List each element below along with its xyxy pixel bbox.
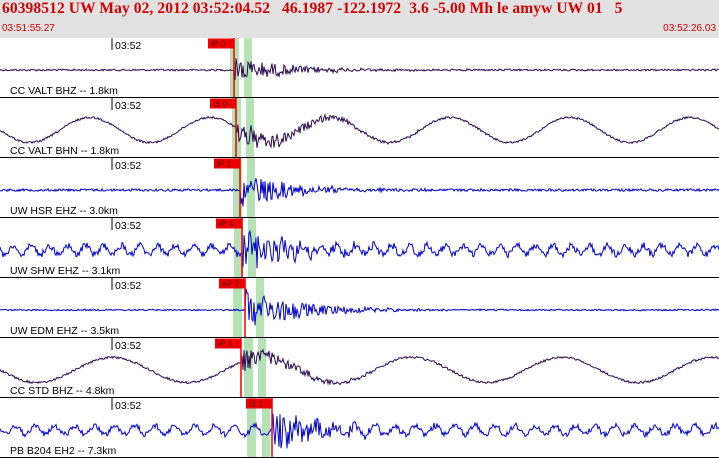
seismogram-plot[interactable]: 03:52 iP 0 CC VALT BHZ -- 1.8km 03:52 iS 0 CC… xyxy=(0,38,719,458)
station-label: PB B204 EH2 -- 7.3km xyxy=(10,445,116,457)
phase-pick-label: iP 1 xyxy=(217,159,232,169)
phase-pick-label: eP 2 xyxy=(222,279,240,289)
seismogram-trace[interactable] xyxy=(0,178,719,207)
time-tick-label: 03:52 xyxy=(115,340,141,352)
time-tick-label: 03:52 xyxy=(115,160,141,172)
window-end-time: 03:52:26.03 xyxy=(663,23,716,34)
time-tick-label: 03:52 xyxy=(115,280,141,292)
phase-pick-label: iS 0 xyxy=(213,99,228,109)
station-label: CC VALT BHN -- 1.8km xyxy=(10,145,119,157)
p-window-band xyxy=(247,398,256,458)
seismogram-trace[interactable] xyxy=(0,288,719,326)
seismogram-trace[interactable] xyxy=(0,112,719,149)
event-title: 60398512 UW May 02, 2012 03:52:04.52 46.… xyxy=(2,0,623,17)
s-window-band xyxy=(258,338,266,398)
seismogram-trace[interactable] xyxy=(0,58,719,80)
station-label: CC VALT BHZ -- 1.8km xyxy=(10,85,118,97)
phase-pick-box[interactable] xyxy=(215,338,241,349)
phase-pick-box[interactable] xyxy=(208,38,234,49)
phase-pick-box[interactable] xyxy=(214,158,240,169)
seismogram-trace[interactable] xyxy=(0,229,719,269)
station-label: CC STD BHZ -- 4.8km xyxy=(10,385,115,397)
station-label: UW HSR EHZ -- 3.0km xyxy=(10,205,118,217)
phase-pick-label: iS 1 xyxy=(249,399,264,409)
time-tick-label: 03:52 xyxy=(115,40,141,52)
p-window-band xyxy=(233,158,242,218)
station-label: UW EDM EHZ -- 3.5km xyxy=(10,325,119,337)
phase-pick-label: iP 0 xyxy=(211,39,226,49)
s-window-band xyxy=(246,98,254,158)
phase-pick-box[interactable] xyxy=(246,398,272,409)
station-label: UW SHW EHZ -- 3.1km xyxy=(10,265,120,277)
event-header: 60398512 UW May 02, 2012 03:52:04.52 46.… xyxy=(0,0,719,38)
time-tick-label: 03:52 xyxy=(115,220,141,232)
time-tick-label: 03:52 xyxy=(115,400,141,412)
seismogram-trace[interactable] xyxy=(0,413,719,449)
p-window-band xyxy=(234,218,243,278)
time-tick-label: 03:52 xyxy=(115,100,141,112)
window-start-time: 03:51:55.27 xyxy=(2,23,55,34)
phase-pick-label: iP 1 xyxy=(218,339,233,349)
s-window-band xyxy=(247,158,255,218)
phase-pick-box[interactable] xyxy=(219,278,245,289)
p-window-band xyxy=(233,278,242,338)
phase-pick-box[interactable] xyxy=(210,98,236,109)
phase-pick-label: iP 4 xyxy=(219,219,234,229)
s-window-band xyxy=(262,398,270,458)
phase-pick-box[interactable] xyxy=(216,218,242,229)
seismogram-trace[interactable] xyxy=(0,348,719,386)
